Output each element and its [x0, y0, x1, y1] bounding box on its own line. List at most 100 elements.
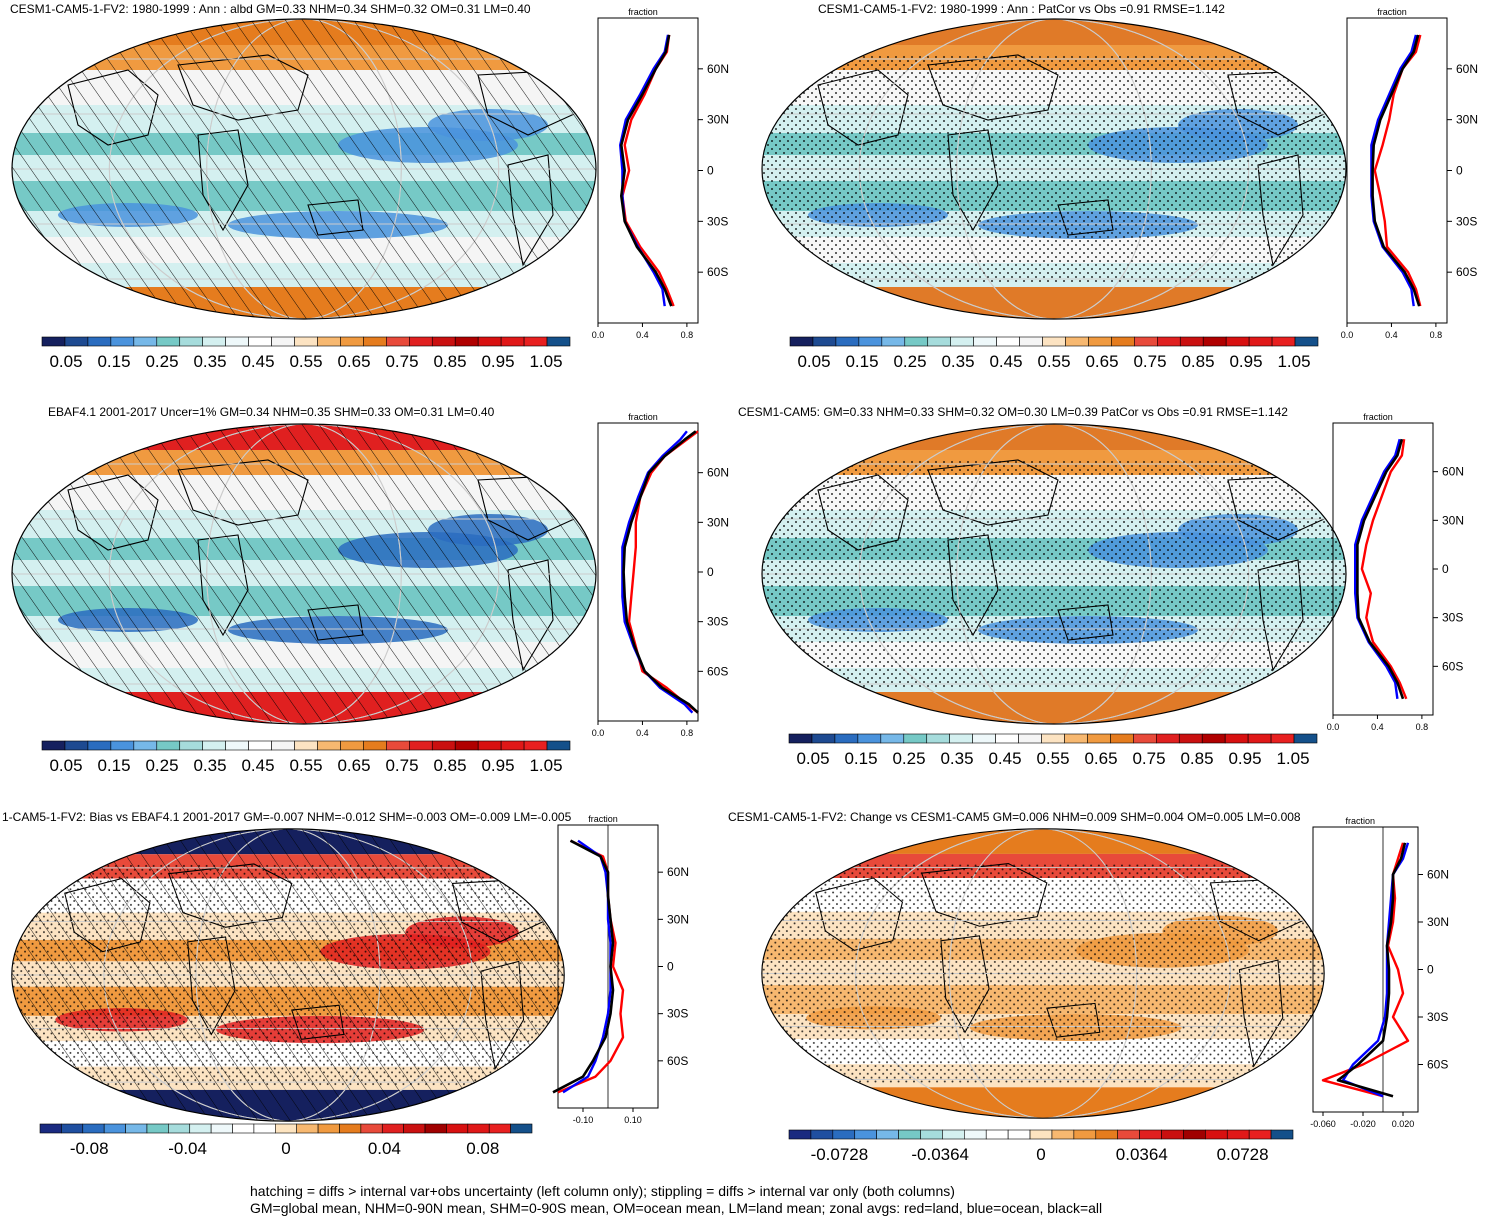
colorbar-swatch [1225, 336, 1250, 347]
colorbar-swatch [488, 1123, 511, 1134]
colorbar-swatch [179, 740, 203, 751]
colorbar-swatch [1248, 1129, 1272, 1140]
colorbar-swatch [1178, 733, 1203, 744]
colorbar-label: -0.0364 [911, 1145, 969, 1164]
colorbar-label: 0.25 [892, 749, 925, 768]
colorbar-swatch [1139, 1129, 1162, 1140]
colorbar-swatch [546, 336, 571, 347]
colorbar: 0.05 0.15 0.25 0.35 0.45 0.55 0.65 0.75 0.85 0.95… [788, 733, 1318, 768]
zonal-mean-plot: fraction 60N 30N 0 30S 60S 0.0 0.4 0.8 [1327, 412, 1464, 732]
lat-tick-label: 60N [1456, 62, 1478, 76]
lat-tick-label: 0 [707, 164, 714, 178]
colorbar-swatch [1156, 733, 1180, 744]
colorbar-swatch [467, 1123, 490, 1134]
colorbar-swatch [949, 733, 973, 744]
lat-tick-label: 60N [707, 466, 729, 480]
colorbar-swatch [202, 336, 226, 347]
colorbar-swatch [294, 336, 318, 347]
x-tick-label: -0.060 [1310, 1119, 1336, 1129]
lat-tick-label: 30N [1442, 513, 1464, 527]
colorbar-swatch [950, 336, 974, 347]
colorbar-swatch [1087, 733, 1111, 744]
zonal-mean-plot: fraction 60N 30N 0 30S 60S 0.0 0.4 0.8 [592, 412, 729, 738]
x-tick-label: 0.8 [681, 728, 694, 738]
colorbar-label: 0.95 [1228, 749, 1261, 768]
colorbar-label: 0.0728 [1217, 1145, 1269, 1164]
colorbar-swatch [1088, 336, 1112, 347]
colorbar-swatch [1183, 1129, 1206, 1140]
panel-title: 1-CAM5-1-FV2: Bias vs EBAF4.1 2001-2017 … [2, 810, 572, 824]
panel-title: CESM1-CAM5-1-FV2: Change vs CESM1-CAM5 G… [728, 810, 1301, 824]
colorbar-swatch [225, 740, 249, 751]
colorbar-label: 0.15 [845, 352, 878, 371]
lat-tick-label: 30N [707, 515, 729, 529]
lat-tick-label: 60N [707, 62, 729, 76]
colorbar-swatch [296, 1123, 319, 1134]
lat-tick-label: 30S [667, 1007, 688, 1021]
colorbar-swatch [920, 1129, 943, 1140]
colorbar-swatch [363, 336, 387, 347]
colorbar-swatch [317, 1123, 340, 1134]
lat-tick-label: 30S [1442, 611, 1463, 625]
colorbar-swatch [168, 1123, 191, 1134]
colorbar-swatch [546, 740, 571, 751]
colorbar-swatch [1224, 733, 1249, 744]
colorbar-swatch [523, 740, 548, 751]
colorbar-label: 0.45 [988, 749, 1021, 768]
lat-tick-label: 60N [1442, 465, 1464, 479]
series-line-land [557, 839, 625, 1094]
map-change [761, 828, 1325, 1119]
lat-tick-label: 0 [1456, 164, 1463, 178]
lat-tick-label: 0 [1442, 562, 1449, 576]
lat-tick-label: 60S [1456, 265, 1477, 279]
colorbar-swatch [500, 336, 525, 347]
colorbar-swatch [125, 1123, 148, 1134]
lat-tick-label: 0 [1427, 963, 1434, 977]
colorbar-swatch [454, 336, 479, 347]
colorbar-swatch [1161, 1129, 1184, 1140]
colorbar-label: 0.55 [289, 756, 322, 775]
zonal-top-label: fraction [588, 814, 618, 824]
colorbar-swatch [409, 740, 433, 751]
x-tick-label: 0.4 [1371, 722, 1384, 732]
colorbar-swatch [1134, 336, 1158, 347]
colorbar-swatch [110, 336, 135, 347]
colorbar-swatch [1248, 336, 1273, 347]
colorbar-swatch [1271, 336, 1296, 347]
colorbar-label: 0.25 [893, 352, 926, 371]
colorbar-swatch [789, 336, 814, 347]
colorbar-label: 0.45 [241, 352, 274, 371]
colorbar-swatch [810, 1129, 834, 1140]
series-line-all [619, 34, 673, 307]
colorbar-swatch [876, 1129, 899, 1140]
x-tick-label: -0.10 [573, 1115, 594, 1125]
panel-title: CESM1-CAM5: GM=0.33 NHM=0.33 SHM=0.32 OM… [738, 405, 1288, 419]
zonal-top-label: fraction [628, 412, 658, 422]
colorbar-swatch [834, 733, 859, 744]
colorbar-label: 0.25 [145, 352, 178, 371]
colorbar-swatch [360, 1123, 383, 1134]
colorbar-label: 1.05 [529, 756, 562, 775]
x-tick-label: 0.0 [1341, 330, 1354, 340]
colorbar-swatch [1226, 1129, 1250, 1140]
lat-tick-label: 60S [1427, 1058, 1448, 1072]
colorbar-swatch [340, 336, 364, 347]
panel-title: CESM1-CAM5-1-FV2: 1980-1999 : Ann : PatC… [818, 2, 1225, 16]
colorbar-label: 1.05 [1277, 352, 1310, 371]
colorbar-label: 0 [1036, 1145, 1045, 1164]
lat-tick-label: 30S [1456, 214, 1477, 228]
colorbar-swatch [446, 1123, 469, 1134]
colorbar-swatch [1201, 733, 1226, 744]
colorbar-label: 0.55 [1037, 352, 1070, 371]
colorbar: -0.08 -0.04 0 0.04 0.08 [39, 1123, 533, 1158]
lat-tick-label: 30S [707, 615, 728, 629]
colorbar-swatch [835, 336, 860, 347]
series-line-ocean [562, 839, 612, 1094]
zonal-top-label: fraction [1363, 412, 1393, 422]
colorbar-label: 0.85 [1180, 749, 1213, 768]
series-line-ocean [1370, 34, 1418, 307]
colorbar-label: 0.35 [941, 352, 974, 371]
colorbar-label: 0.05 [796, 749, 829, 768]
x-tick-label: -0.020 [1350, 1119, 1376, 1129]
colorbar-label: 1.05 [1276, 749, 1309, 768]
